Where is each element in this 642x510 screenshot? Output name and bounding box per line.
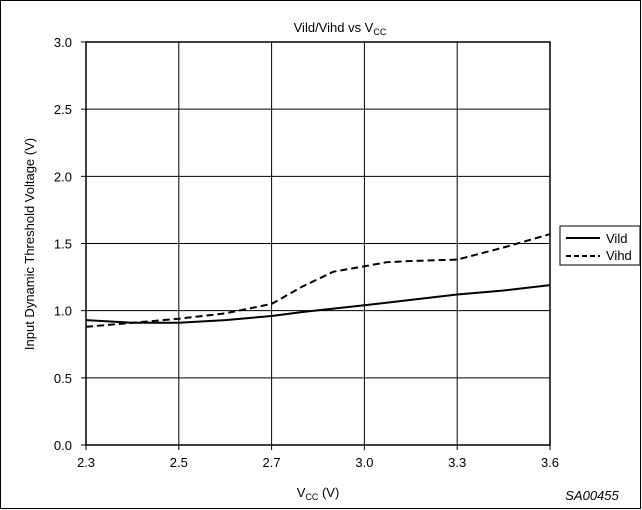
x-tick-label: 2.7 — [263, 455, 281, 470]
legend: Vild Vihd — [559, 225, 641, 266]
y-tick-label: 0.0 — [54, 438, 72, 453]
x-axis-label: VCC (V) — [297, 485, 340, 502]
y-tick-label: 1.5 — [54, 237, 72, 252]
x-axis-label-main: V — [297, 485, 306, 500]
x-tick-label: 2.3 — [77, 455, 95, 470]
chart-title-main: Vild/Vihd vs V — [294, 20, 374, 35]
x-axis-label-subscript: CC — [305, 492, 318, 502]
x-tick-labels: 2.3 2.5 2.7 3.0 3.3 3.6 — [77, 455, 559, 470]
legend-box — [559, 225, 641, 266]
x-tick-label: 3.3 — [448, 455, 466, 470]
y-tick-label: 2.0 — [54, 169, 72, 184]
y-tick-label: 3.0 — [54, 35, 72, 50]
series-line-vihd — [85, 233, 551, 328]
y-tick-label: 0.5 — [54, 371, 72, 386]
y-tick-label: 1.0 — [54, 304, 72, 319]
x-tick-label: 3.6 — [541, 455, 559, 470]
series-layer — [85, 233, 551, 328]
y-axis-label: Input Dynamic Threshold Voltage (V) — [22, 138, 37, 350]
series-line-vild — [85, 284, 551, 324]
x-tick-label: 3.0 — [355, 455, 373, 470]
y-tick-label: 2.5 — [54, 102, 72, 117]
x-axis-label-unit: (V) — [318, 485, 339, 500]
figure-code: SA00455 — [565, 488, 619, 503]
chart-title: Vild/Vihd vs VCC — [294, 20, 387, 37]
legend-label-vihd: Vihd — [606, 248, 632, 263]
plot-area-border — [85, 41, 551, 446]
x-tick-label: 2.5 — [170, 455, 188, 470]
legend-label-vild: Vild — [606, 231, 627, 246]
y-tick-labels: 0.0 0.5 1.0 1.5 2.0 2.5 3.0 — [54, 35, 72, 453]
grid-lines — [81, 41, 551, 450]
chart-title-subscript: CC — [373, 27, 386, 37]
